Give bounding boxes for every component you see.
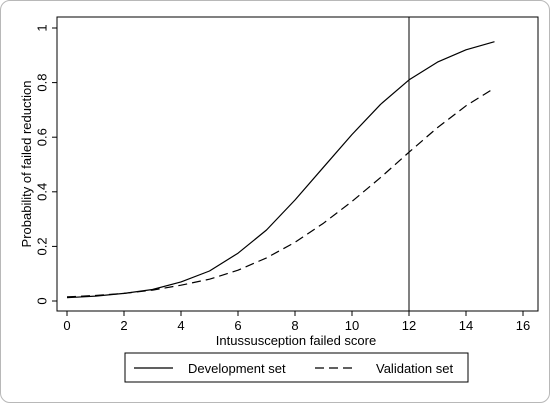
x-tick-label: 2 [120, 318, 127, 333]
y-tick-label: 0.2 [34, 237, 49, 255]
y-tick-label: 0.8 [34, 74, 49, 92]
legend: Development set Validation set [124, 352, 469, 383]
plot-area [56, 16, 539, 312]
x-tick-label: 6 [234, 318, 241, 333]
y-axis: 0 0.2 0.4 0.6 0.8 1 [34, 24, 57, 305]
x-tick-label: 16 [516, 318, 530, 333]
y-tick-label: 0 [34, 297, 49, 304]
x-tick-label: 14 [459, 318, 473, 333]
legend-label-validation: Validation set [376, 361, 453, 376]
series-group [66, 41, 495, 299]
y-axis-title: Probability of failed reduction [19, 81, 34, 248]
x-tick-label: 8 [291, 318, 298, 333]
legend-label-development: Development set [188, 361, 286, 376]
x-tick-label: 0 [63, 318, 70, 333]
y-tick-label: 1 [34, 24, 49, 31]
series-line-validation [66, 87, 495, 298]
x-tick-label: 4 [177, 318, 184, 333]
x-tick-label: 10 [345, 318, 359, 333]
x-axis-title: Intussusception failed score [216, 333, 376, 348]
y-tick-label: 0.6 [34, 128, 49, 146]
y-tick-label: 0.4 [34, 183, 49, 201]
x-tick-label: 12 [402, 318, 416, 333]
legend-box [124, 352, 469, 383]
x-axis: 0 2 4 6 8 10 12 14 16 [63, 311, 530, 333]
